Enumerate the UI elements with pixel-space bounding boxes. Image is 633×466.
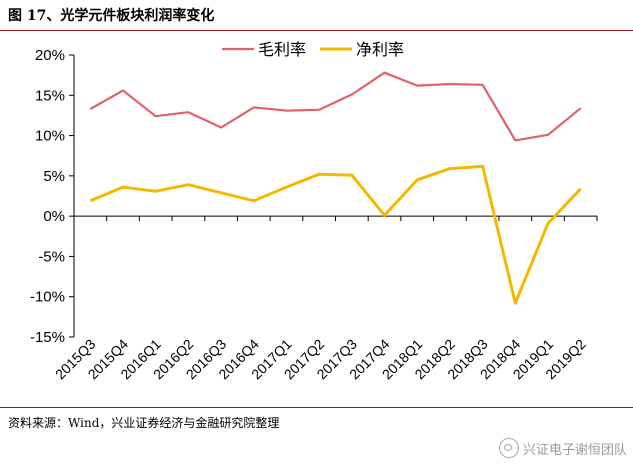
y-tick-label: 20% — [35, 47, 65, 64]
bottom-rule — [0, 407, 633, 408]
y-tick-label: 10% — [35, 128, 65, 145]
watermark-text: 兴证电子谢恒团队 — [522, 442, 627, 458]
y-tick-label: 5% — [43, 168, 65, 185]
y-tick-label: 0% — [43, 208, 65, 225]
wechat-icon — [498, 438, 519, 458]
top-rule — [0, 30, 633, 31]
y-tick-label: -5% — [38, 248, 65, 265]
y-tick-label: 15% — [35, 87, 65, 104]
series-line-gross-margin — [89, 71, 582, 142]
source-note: 资料来源：Wind，兴业证券经济与金融研究院整理 — [8, 416, 280, 430]
y-tick-label: -10% — [30, 289, 65, 306]
watermark: 兴证电子谢恒团队 — [498, 438, 627, 458]
line-chart: 20%15%10%5%0%-5%-10%-15%2015Q32015Q42016… — [30, 40, 598, 382]
series-line-net-margin — [89, 164, 582, 305]
legend-label: 净利率 — [356, 40, 404, 59]
y-tick-label: -15% — [30, 329, 65, 346]
legend-label: 毛利率 — [258, 40, 306, 59]
figure-title: 图 17、光学元件板块利润率变化 — [8, 8, 215, 24]
